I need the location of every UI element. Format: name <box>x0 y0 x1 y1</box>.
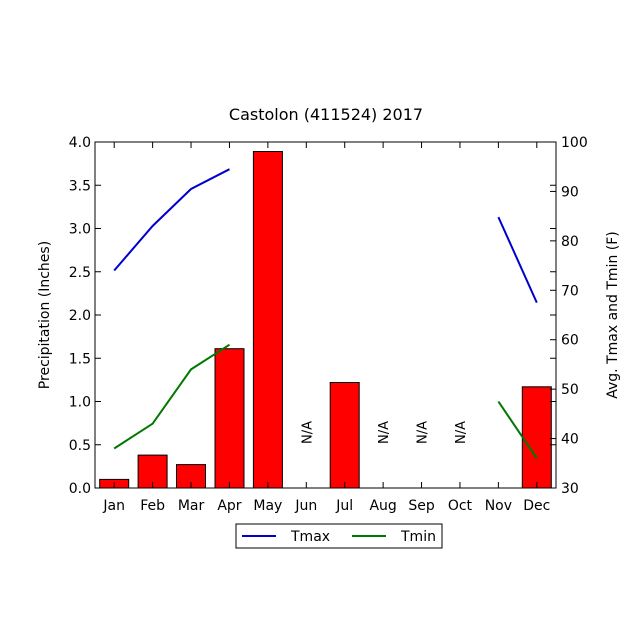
y-tick-label-left: 4.0 <box>69 135 91 151</box>
y-tick-label-left: 0.0 <box>69 481 91 497</box>
y-axis-right: 30 40 50 60 70 80 90 100 <box>550 135 588 497</box>
x-tick-label-nov: Nov <box>485 498 512 514</box>
plot-area-frame <box>94 141 557 489</box>
y-axis-left: 0.0 0.5 1.0 1.5 2.0 2.5 3.0 3.5 4.0 <box>69 135 556 497</box>
y-tick-label-right: 100 <box>561 135 588 151</box>
y-tick-label-left: 1.0 <box>69 395 91 411</box>
line-tmax-segment-1 <box>113 168 230 272</box>
bar-apr <box>214 348 245 489</box>
y-tick-label-right: 60 <box>561 333 579 349</box>
y-tick-label-right: 50 <box>561 382 579 398</box>
x-tick-label-sep: Sep <box>408 498 435 514</box>
y-tick-label-left: 2.0 <box>69 308 91 324</box>
y-tick-label-right: 80 <box>561 234 579 250</box>
x-tick-label-feb: Feb <box>140 498 165 514</box>
y-axis-label-left: Precipitation (Inches) <box>37 241 53 389</box>
na-label-oct: N/A <box>454 421 469 444</box>
na-label-jun: N/A <box>300 421 315 444</box>
y-tick-label-left: 0.5 <box>69 438 91 454</box>
bar-may <box>252 151 283 489</box>
x-tick-label-apr: Apr <box>217 498 241 514</box>
line-tmin-segment-2 <box>497 400 538 459</box>
y-tick-label-right: 70 <box>561 283 579 299</box>
temperature-lines <box>113 168 538 459</box>
bar-feb <box>137 454 168 489</box>
x-tick-label-aug: Aug <box>369 498 396 514</box>
x-tick-label-jan: Jan <box>102 498 125 514</box>
bar-jul <box>329 382 360 489</box>
line-tmax-segment-2 <box>497 216 538 304</box>
x-tick-label-oct: Oct <box>448 498 473 514</box>
y-tick-label-left: 3.5 <box>69 178 91 194</box>
legend-label-tmax: Tmax <box>290 529 330 545</box>
na-label-aug: N/A <box>377 421 392 444</box>
y-axis-label-right: Avg. Tmax and Tmin (F) <box>605 231 621 399</box>
y-tick-label-right: 30 <box>561 481 579 497</box>
na-labels: N/A N/A N/A N/A <box>300 421 469 444</box>
x-tick-label-may: May <box>253 498 282 514</box>
na-label-sep: N/A <box>416 421 431 444</box>
legend: Tmax Tmin <box>235 523 443 549</box>
y-tick-label-left: 3.0 <box>69 222 91 238</box>
x-axis: Jan Feb Mar Apr May Jun Jul Aug Sep Oct Nov Dec <box>102 142 550 514</box>
chart-title: Castolon (411524) 2017 <box>229 105 423 124</box>
precipitation-bars <box>99 151 552 489</box>
y-tick-label-left: 2.5 <box>69 265 91 281</box>
y-tick-label-right: 90 <box>561 184 579 200</box>
line-tmin-segment-1 <box>113 343 231 450</box>
x-tick-label-jul: Jul <box>335 498 353 514</box>
bar-dec <box>521 386 552 489</box>
y-tick-label-left: 1.5 <box>69 351 91 367</box>
x-tick-label-mar: Mar <box>178 498 205 514</box>
x-tick-label-jun: Jun <box>294 498 317 514</box>
y-tick-label-right: 40 <box>561 432 579 448</box>
x-tick-label-dec: Dec <box>523 498 550 514</box>
legend-label-tmin: Tmin <box>400 529 436 545</box>
